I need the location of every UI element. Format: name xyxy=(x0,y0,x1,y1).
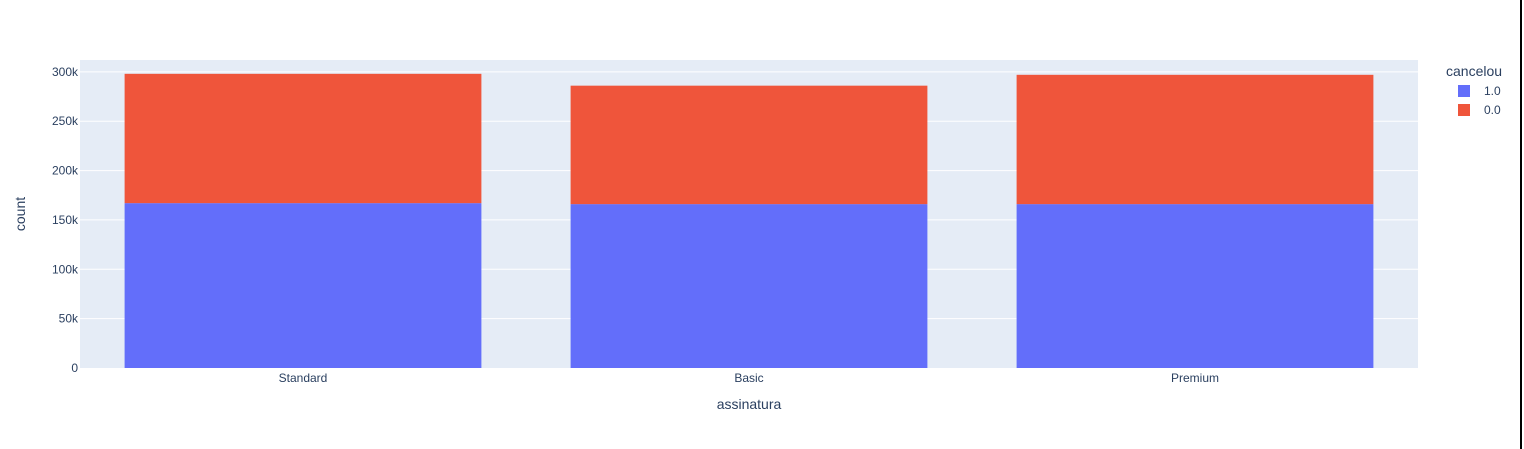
legend-item-0-0[interactable]: 0.0 xyxy=(1458,103,1501,117)
legend-title: cancelou xyxy=(1446,63,1502,79)
bar-premium-1-0[interactable] xyxy=(1016,204,1374,368)
bar-standard-1-0[interactable] xyxy=(124,203,482,368)
y-tick-label: 250k xyxy=(52,114,79,128)
y-tick-label: 150k xyxy=(52,213,79,227)
y-tick-label: 0 xyxy=(71,361,78,375)
y-tick-label: 100k xyxy=(52,262,79,276)
y-axis-ticks: 0 50k 100k 150k 200k 250k 300k xyxy=(52,65,79,375)
legend-swatch xyxy=(1458,104,1470,116)
x-tick-label: Premium xyxy=(1171,371,1219,385)
legend-item-1-0[interactable]: 1.0 xyxy=(1458,84,1501,98)
bar-basic-0-0[interactable] xyxy=(570,85,928,205)
y-tick-label: 200k xyxy=(52,164,79,178)
legend[interactable]: cancelou 1.0 0.0 xyxy=(1446,63,1502,117)
window-edge xyxy=(1520,0,1522,449)
y-tick-label: 300k xyxy=(52,65,79,79)
bar-premium-0-0[interactable] xyxy=(1016,74,1374,205)
bar-basic-1-0[interactable] xyxy=(570,204,928,368)
x-axis-ticks: Standard Basic Premium xyxy=(279,371,1219,385)
bar-standard-0-0[interactable] xyxy=(124,73,482,204)
x-axis-title: assinatura xyxy=(717,396,782,412)
y-axis-title: count xyxy=(12,197,28,231)
y-tick-label: 50k xyxy=(59,312,79,326)
x-tick-label: Basic xyxy=(734,371,763,385)
legend-label: 0.0 xyxy=(1484,103,1501,117)
x-tick-label: Standard xyxy=(279,371,328,385)
legend-label: 1.0 xyxy=(1484,84,1501,98)
bars xyxy=(124,73,1374,368)
legend-swatch xyxy=(1458,85,1470,97)
